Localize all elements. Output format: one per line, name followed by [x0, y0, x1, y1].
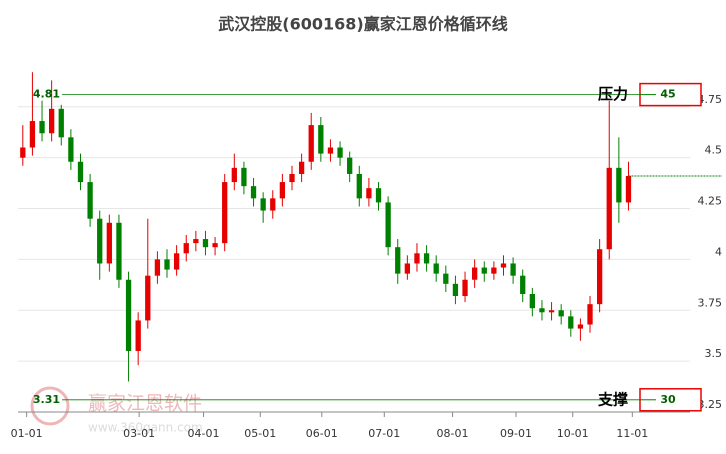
candle-body	[606, 167, 612, 250]
level-label: 压力	[598, 85, 628, 103]
candle-body	[318, 125, 324, 154]
candle-body	[250, 186, 257, 199]
candle-body	[385, 202, 391, 248]
candle-body	[539, 308, 545, 313]
candle-body	[260, 198, 266, 211]
candle-body	[481, 267, 487, 274]
candle-body	[135, 320, 141, 351]
level-count: 30	[660, 393, 676, 406]
level-value: 3.31	[33, 393, 60, 406]
candle-body	[337, 147, 343, 158]
candle-body	[491, 267, 497, 274]
candle-body	[39, 121, 45, 134]
candle-body	[231, 167, 237, 183]
candle-body	[616, 167, 622, 203]
candle-body	[520, 275, 526, 294]
y-tick-label: 3.25	[698, 398, 723, 411]
candle-body	[366, 188, 372, 199]
candle-body	[212, 243, 218, 248]
candle-body	[298, 161, 305, 174]
candle-body	[500, 263, 507, 268]
level-label: 支撑	[597, 390, 628, 408]
candle-body	[202, 239, 209, 248]
candle-body	[510, 263, 516, 276]
x-tick-label: 08-01	[437, 427, 469, 440]
candle-body	[625, 175, 632, 203]
candle-body	[270, 198, 276, 211]
x-tick-label: 07-01	[368, 427, 400, 440]
candle-body	[289, 173, 295, 183]
y-tick-label: 4.5	[705, 144, 723, 157]
candle-body	[433, 263, 439, 274]
candle-body	[596, 249, 603, 305]
candle-body	[308, 125, 314, 162]
y-tick-label: 4.75	[698, 93, 723, 106]
candle-body	[183, 243, 189, 254]
y-tick-label: 3.75	[698, 296, 723, 309]
candle-body	[97, 218, 103, 264]
y-tick-label: 3.5	[705, 347, 723, 360]
chart-title: 武汉控股(600168)赢家江恩价格循环线	[218, 15, 507, 34]
x-tick-label: 05-01	[244, 427, 276, 440]
candle-body	[164, 259, 170, 270]
candle-body	[145, 275, 151, 321]
candle-body	[77, 161, 84, 183]
candle-body	[116, 222, 122, 280]
candle-body	[154, 259, 161, 276]
candle-body	[193, 239, 199, 244]
candle-body	[404, 263, 410, 274]
level-count: 45	[660, 88, 675, 101]
candle-body	[395, 247, 401, 274]
y-tick-label: 4.25	[698, 195, 723, 208]
watermark: 赢家江恩软件 www.360gann.com	[30, 386, 203, 435]
candle-body	[558, 310, 564, 317]
candle-body	[68, 137, 74, 162]
candle-body	[20, 147, 26, 158]
x-tick-label: 01-01	[11, 427, 43, 440]
candle-body	[375, 188, 382, 203]
candle-body	[58, 108, 64, 138]
candle-body	[568, 316, 574, 329]
candle-body	[356, 173, 362, 199]
candle-body	[173, 253, 180, 270]
candle-body	[587, 304, 593, 325]
watermark-url: www.360gann.com	[88, 421, 203, 435]
x-tick-label: 11-01	[616, 427, 648, 440]
x-tick-label: 09-01	[500, 427, 532, 440]
y-tick-label: 4	[715, 245, 722, 258]
watermark-text: 赢家江恩软件	[88, 393, 202, 415]
x-tick-label: 06-01	[306, 427, 338, 440]
candle-body	[125, 279, 132, 351]
x-tick-label: 10-01	[557, 427, 589, 440]
candle-body	[347, 157, 353, 174]
watermark-logo	[30, 386, 70, 426]
candle-body	[414, 253, 420, 264]
candle-body	[577, 324, 584, 329]
candle-body	[106, 222, 112, 264]
candle-body	[548, 310, 555, 313]
candle-body	[462, 279, 468, 297]
candle-body	[87, 182, 93, 219]
level-value: 4.81	[33, 88, 60, 101]
candle-body	[279, 182, 286, 199]
candle-body	[327, 147, 334, 154]
candle-body	[222, 182, 228, 244]
candle-body	[452, 283, 459, 297]
x-tick-label: 04-01	[188, 427, 220, 440]
candle-body	[29, 121, 36, 148]
candle-body	[529, 293, 535, 309]
x-tick-label: 03-01	[123, 427, 155, 440]
candle-body	[241, 167, 247, 187]
candle-body	[423, 253, 430, 264]
candle-body	[49, 108, 55, 134]
candle-body	[472, 267, 478, 280]
candle-body	[443, 273, 449, 284]
